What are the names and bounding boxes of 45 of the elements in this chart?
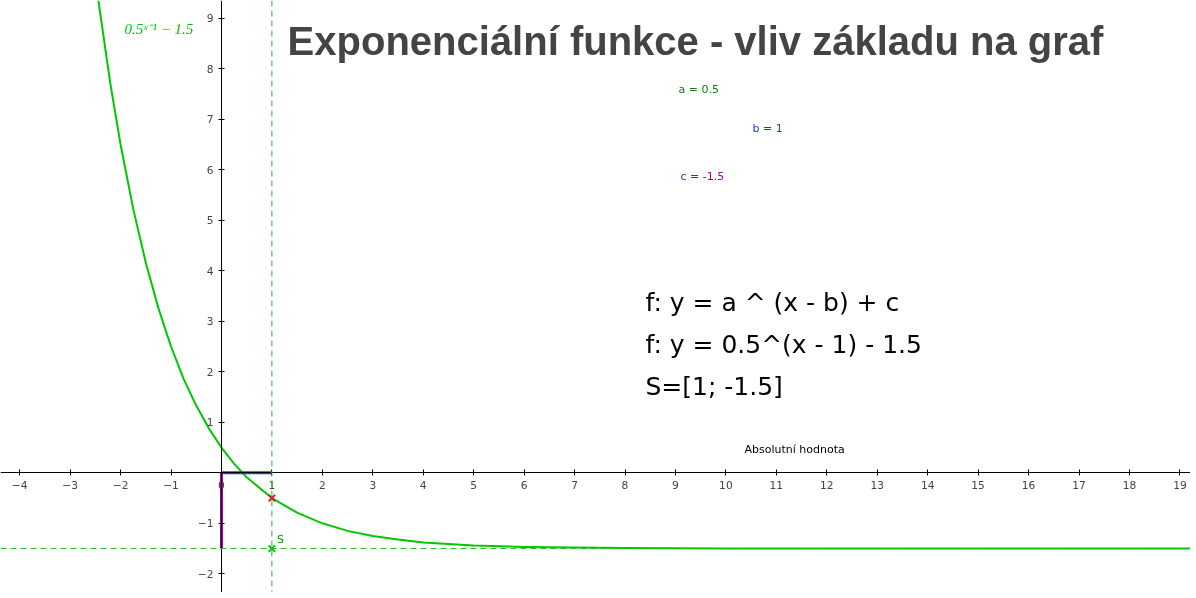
x-tick-label: 3 [369,478,377,492]
x-tick-label: 11 [769,478,784,492]
x-tick-label: 2 [318,478,326,492]
x-tick-label: 1 [268,478,276,492]
annotation: b = 1 [752,121,783,135]
x-tick-label: −3 [62,478,78,492]
x-tick-label: 8 [621,478,629,492]
x-tick-label: −4 [11,478,28,492]
x-tick-label: 5 [470,478,478,492]
x-tick-label: 9 [672,478,680,492]
x-tick-label: −1 [163,478,179,492]
y-tick-label: 5 [206,214,214,228]
x-tick-label: 10 [719,478,733,492]
x-tick-label: 15 [971,478,985,492]
x-tick-label: 14 [920,478,935,492]
annotation: S [276,532,284,546]
y-tick-label: 7 [206,113,214,127]
y-tick-label: −1 [197,517,214,531]
x-tick-label: 12 [820,478,834,492]
y-tick-label: 1 [206,416,214,430]
x-tick-label: −2 [112,478,129,492]
x-tick-label: 7 [571,478,578,492]
y-tick-label: 6 [206,163,214,177]
annotation: a = 0.5 [678,82,719,96]
annotation: f: y = 0.5^(x - 1) - 1.5 [645,329,922,359]
y-tick-label: 4 [206,264,214,278]
y-tick-label: −2 [197,567,214,581]
annotation: Absolutní hodnota [744,442,845,456]
y-tick-label: 9 [206,12,214,26]
line-series [97,0,1190,550]
annotation: c = -1.5 [680,169,725,183]
y-tick-label: 2 [206,365,214,379]
series-label: 0.5ˣ⁻¹ − 1.5 [124,20,194,37]
x-tick-label: 13 [870,478,885,492]
x-tick-label: 18 [1122,478,1137,492]
x-tick-label: 6 [520,478,528,492]
y-tick-label: 3 [206,315,214,329]
chart-title: Exponenciální funkce - vliv základu na graf [287,18,1105,63]
x-tick-label: 16 [1021,478,1036,492]
x-tick-label: 19 [1173,478,1187,492]
annotation: S=[1; -1.5] [645,371,783,401]
x-tick-label: 17 [1072,478,1086,492]
x-tick-label: 4 [419,478,427,492]
annotation: f: y = a ^ (x - b) + c [645,287,900,317]
y-tick-label: 8 [206,62,214,76]
